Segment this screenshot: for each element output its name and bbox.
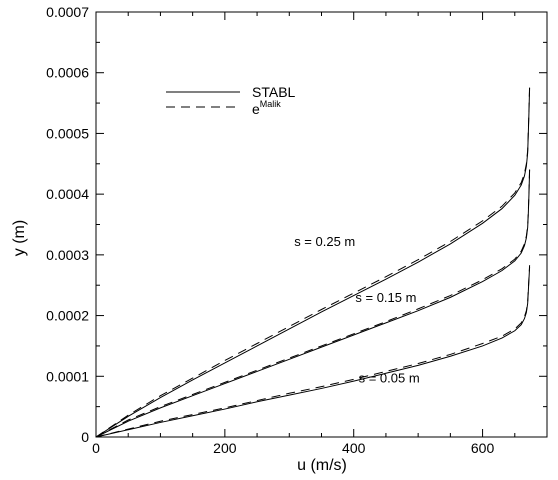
y-axis-title: y (m) [11,220,28,256]
curve-annotation: s = 0.25 m [294,234,355,249]
legend-label-emalik: eMalik [252,99,281,117]
x-tick-label: 200 [213,440,237,456]
y-tick-label: 0.0003 [46,247,89,263]
y-tick-label: 0.0002 [46,308,89,324]
x-tick-label: 400 [342,440,366,456]
y-tick-label: 0 [81,429,89,445]
axis-ticks [95,11,547,438]
curve-annotations: s = 0.25 m s = 0.15 m s = 0.05 m [294,234,419,386]
y-tick-label: 0.0004 [46,186,89,202]
plot-area [95,11,548,438]
x-tick-label: 0 [92,440,100,456]
emalik-curve [95,265,531,438]
legend-label-emalik-superscript: Malik [260,99,282,109]
y-tick-label: 0.0007 [46,4,89,20]
y-tick-label: 0.0001 [46,368,89,384]
stabl-curve [95,87,531,438]
emalik-curve [95,168,531,438]
curve-annotation: s = 0.05 m [359,370,420,385]
y-tick-label: 0.0006 [46,65,89,81]
legend-label-stabl: STABL [252,84,296,100]
legend-label-emalik-base: e [252,101,260,117]
x-axis-title: u (m/s) [297,457,347,474]
curve-annotation: s = 0.15 m [355,290,416,305]
legend: STABL eMalik [166,84,296,117]
axis-tick-labels: 0 200 400 600 0 0.0001 0.0002 0.0003 0.0004 0.000… [46,4,494,456]
y-tick-label: 0.0005 [46,125,89,141]
data-curves [95,85,531,438]
x-tick-label: 600 [471,440,495,456]
